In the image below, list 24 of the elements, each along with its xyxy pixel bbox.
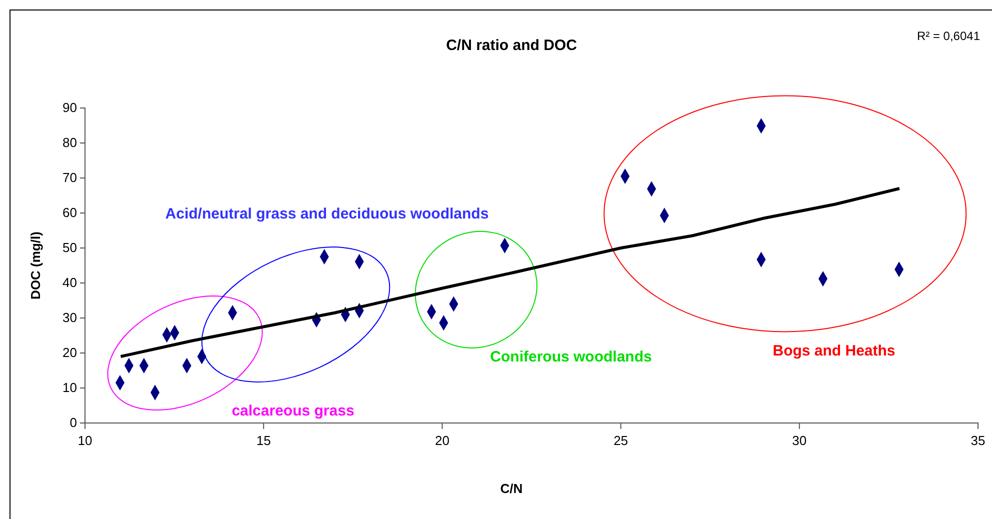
y-tick-label: 10 xyxy=(62,380,77,396)
y-tick-label: 70 xyxy=(62,170,77,186)
x-tick-label: 20 xyxy=(434,433,450,448)
y-tick-label: 20 xyxy=(62,345,77,360)
x-tick-label: 15 xyxy=(256,433,271,448)
x-tick-label: 25 xyxy=(614,433,628,448)
annotation: calcareous grass xyxy=(232,402,354,420)
x-tick-label: 35 xyxy=(970,433,986,448)
y-tick-label: 60 xyxy=(62,205,77,220)
x-tick-label: 10 xyxy=(78,433,92,448)
y-tick-label: 50 xyxy=(62,240,77,256)
annotation: Coniferous woodlands xyxy=(490,348,652,366)
annotation: Bogs and Heaths xyxy=(772,342,896,360)
y-axis-title: DOC (mg/l) xyxy=(28,232,43,300)
annotation: Acid/neutral grass and deciduous woodlands xyxy=(165,205,489,222)
text: R² = 0,6041 xyxy=(916,29,980,43)
y-tick-label: 30 xyxy=(62,310,77,326)
y-tick-label: 40 xyxy=(62,275,77,290)
x-axis-title: C/N xyxy=(500,481,523,496)
x-tick-label: 30 xyxy=(792,433,807,448)
y-tick-label: 80 xyxy=(62,135,77,150)
y-tick-label: 90 xyxy=(62,100,77,116)
chart-title: C/N ratio and DOC xyxy=(446,37,578,54)
y-tick-label: 0 xyxy=(70,415,77,430)
